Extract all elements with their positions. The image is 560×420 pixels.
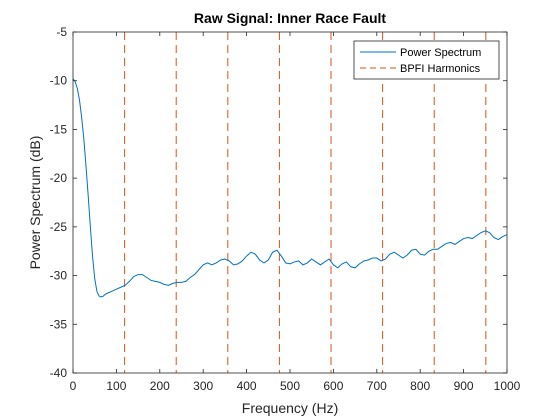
- x-tick-label: 0: [70, 379, 77, 393]
- y-ticks: -40 -35 -30 -25 -20 -15 -10 -5: [50, 25, 507, 380]
- y-tick-label: -15: [50, 122, 68, 136]
- x-tick-label: 200: [150, 379, 170, 393]
- x-tick-label: 700: [367, 379, 387, 393]
- x-tick-label: 400: [237, 379, 257, 393]
- harmonic-lines: [124, 32, 487, 373]
- y-tick-label: -5: [56, 25, 67, 39]
- y-tick-label: -25: [50, 220, 68, 234]
- x-tick-label: 800: [410, 379, 430, 393]
- y-tick-label: -30: [50, 269, 68, 283]
- x-tick-label: 1000: [494, 379, 521, 393]
- legend-label-power-spectrum: Power Spectrum: [400, 47, 481, 59]
- legend-label-bpfi-harmonics: BPFI Harmonics: [400, 63, 481, 75]
- x-tick-label: 300: [193, 379, 213, 393]
- chart-title: Raw Signal: Inner Race Fault: [194, 10, 386, 26]
- x-tick-label: 900: [454, 379, 474, 393]
- y-tick-label: -20: [50, 171, 68, 185]
- x-tick-label: 600: [323, 379, 343, 393]
- y-tick-label: -35: [50, 317, 68, 331]
- y-tick-label: -40: [50, 366, 68, 380]
- x-tick-label: 500: [280, 379, 300, 393]
- x-axis-label: Frequency (Hz): [242, 400, 338, 416]
- y-tick-label: -10: [50, 74, 68, 88]
- series-layer: [72, 78, 508, 298]
- y-axis-label: Power Spectrum (dB): [27, 136, 43, 270]
- x-ticks: 0 100 200 300 400 500 600 700 800 900 1000: [70, 32, 521, 393]
- legend: Power Spectrum BPFI Harmonics: [353, 40, 500, 80]
- series-power-spectrum-line: [72, 78, 508, 298]
- plot-area: [73, 32, 507, 373]
- legend-box: [353, 40, 500, 80]
- x-tick-label: 100: [106, 379, 126, 393]
